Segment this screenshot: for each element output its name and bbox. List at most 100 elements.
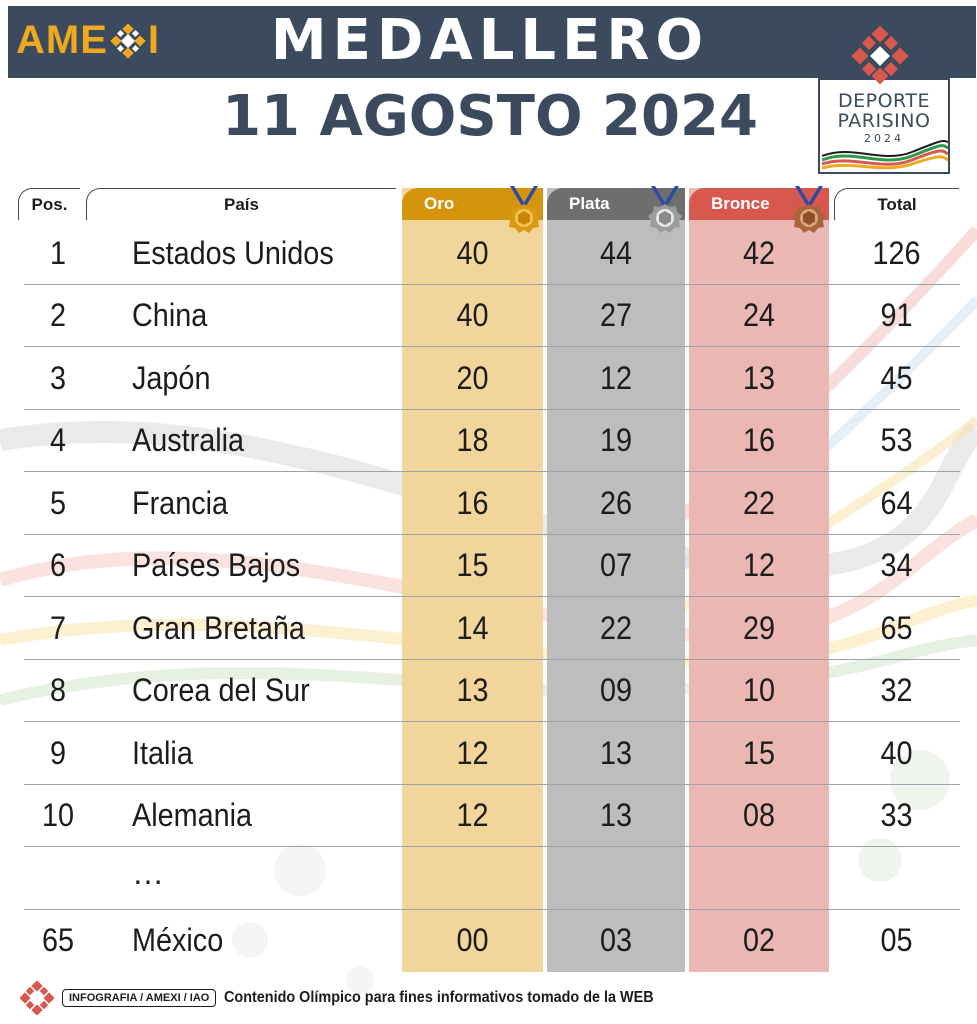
- cell-country: China: [132, 297, 208, 333]
- amexi-knot-icon: [110, 22, 146, 59]
- cell-bronze: 08: [742, 797, 776, 833]
- cell-silver: 13: [599, 797, 633, 833]
- table-row: 5 Francia 16 26 22 64: [0, 472, 977, 535]
- cell-country: Gran Bretaña: [132, 609, 305, 646]
- brand-text-right: I: [147, 18, 161, 62]
- event-logo-line2: PARISINO: [837, 110, 931, 132]
- column-header-country: País: [86, 188, 396, 220]
- event-logo-year: 2024: [864, 132, 904, 145]
- cell-silver: 19: [599, 422, 633, 458]
- cell-country: México: [132, 922, 224, 958]
- cell-pos: 5: [49, 484, 67, 521]
- highlight-row: 65 México 00 03 02 05: [0, 910, 977, 973]
- column-header-pos: Pos.: [18, 188, 80, 220]
- row-divider: [24, 846, 960, 847]
- cell-country: Japón: [132, 359, 211, 396]
- cell-bronze: 16: [742, 422, 776, 458]
- header-bar: [8, 6, 976, 78]
- date-title: 11 AGOSTO 2024: [222, 84, 758, 149]
- bronze-medal-icon: [792, 186, 826, 233]
- cell-gold: 40: [456, 297, 489, 333]
- cell-silver: 27: [599, 297, 633, 333]
- cell-country: Corea del Sur: [132, 672, 310, 708]
- cell-gold: 00: [456, 922, 489, 958]
- row-divider: [24, 408, 960, 410]
- cell-country: Alemania: [132, 797, 253, 833]
- cell-bronze: 29: [742, 609, 776, 646]
- cell-bronze: 24: [742, 297, 776, 333]
- cell-country: Francia: [132, 484, 229, 521]
- page-title: MEDALLERO: [270, 8, 710, 73]
- table-row: 9 Italia 12 13 15 40: [0, 722, 977, 785]
- ellipsis-row: …: [0, 847, 977, 910]
- cell-total: 40: [880, 734, 913, 771]
- row-divider: [24, 283, 960, 285]
- table-row: 2 China 40 27 24 91: [0, 285, 977, 347]
- cell-silver: 26: [599, 484, 633, 521]
- cell-total: 32: [880, 672, 913, 708]
- cell-gold: 12: [456, 797, 489, 833]
- cell-total: 34: [880, 547, 913, 583]
- table-row: 3 Japón 20 12 13 45: [0, 347, 977, 410]
- gold-medal-icon: [507, 186, 541, 233]
- column-header-total: Total: [834, 188, 959, 220]
- brand-logo: AME I: [16, 18, 160, 63]
- row-divider: [24, 346, 960, 347]
- column-header-bronze: Bronce: [689, 188, 829, 220]
- table-row: 4 Australia 18 19 16 53: [0, 410, 977, 472]
- cell-pos: 65: [41, 922, 75, 958]
- cell-total: 65: [880, 609, 913, 646]
- silver-medal-icon: [648, 186, 682, 233]
- table-row: 6 Países Bajos 15 07 12 34: [0, 535, 977, 597]
- row-divider: [24, 783, 960, 785]
- row-divider: [24, 721, 960, 722]
- cell-gold: 14: [456, 609, 489, 646]
- cell-pos: 4: [49, 422, 67, 458]
- cell-country: Italia: [132, 734, 193, 771]
- cell-gold: 12: [456, 734, 489, 771]
- cell-country: Estados Unidos: [132, 234, 334, 271]
- cell-gold: 40: [456, 234, 489, 271]
- table-row: 7 Gran Bretaña 14 22 29 65: [0, 597, 977, 660]
- cell-silver: 12: [599, 359, 633, 396]
- cell-silver: 09: [599, 672, 633, 708]
- table-row: 10 Alemania 12 13 08 33: [0, 785, 977, 847]
- footer-credit-tag: INFOGRAFIA / AMEXI / IAO: [62, 989, 217, 1007]
- cell-pos: 7: [49, 609, 67, 646]
- cell-pos: 10: [41, 797, 75, 833]
- cell-bronze: 13: [742, 359, 776, 396]
- cell-pos: 3: [49, 359, 67, 396]
- footer: INFOGRAFIA / AMEXI / IAO Contenido Olímp…: [20, 980, 960, 1016]
- cell-total: 126: [872, 234, 921, 271]
- cell-bronze: 15: [742, 734, 776, 771]
- event-logo: DEPORTE PARISINO 2024: [818, 78, 950, 174]
- medal-table: 1 Estados Unidos 40 44 42 126 2 China 40…: [0, 222, 977, 972]
- cell-bronze: 22: [742, 484, 776, 521]
- cell-total: 53: [880, 422, 913, 458]
- brand-text-left: AME: [16, 18, 108, 62]
- event-logo-waves: [822, 140, 948, 170]
- cell-total: 05: [880, 922, 913, 958]
- cell-country: Australia: [132, 422, 245, 458]
- cell-gold: 16: [456, 484, 489, 521]
- cell-silver: 07: [599, 547, 633, 583]
- cell-total: 45: [880, 359, 913, 396]
- cell-bronze: 02: [742, 922, 776, 958]
- cell-total: 64: [880, 484, 913, 521]
- cell-silver: 03: [599, 922, 633, 958]
- event-logo-line1: DEPORTE: [838, 90, 930, 112]
- footer-note: Contenido Olímpico para fines informativ…: [224, 989, 655, 1006]
- cell-country: Países Bajos: [132, 547, 301, 583]
- cell-gold: 15: [456, 547, 489, 583]
- cell-silver: 13: [599, 734, 633, 771]
- cell-silver: 22: [599, 609, 633, 646]
- table-row: 8 Corea del Sur 13 09 10 32: [0, 660, 977, 722]
- footer-knot-icon: [20, 981, 54, 1015]
- cell-pos: 9: [49, 734, 67, 771]
- cell-gold: 20: [456, 359, 489, 396]
- cell-bronze: 12: [742, 547, 776, 583]
- ellipsis-text: …: [132, 855, 164, 891]
- row-divider: [24, 908, 960, 910]
- event-knot-icon: [851, 26, 909, 85]
- cell-pos: 2: [49, 297, 67, 333]
